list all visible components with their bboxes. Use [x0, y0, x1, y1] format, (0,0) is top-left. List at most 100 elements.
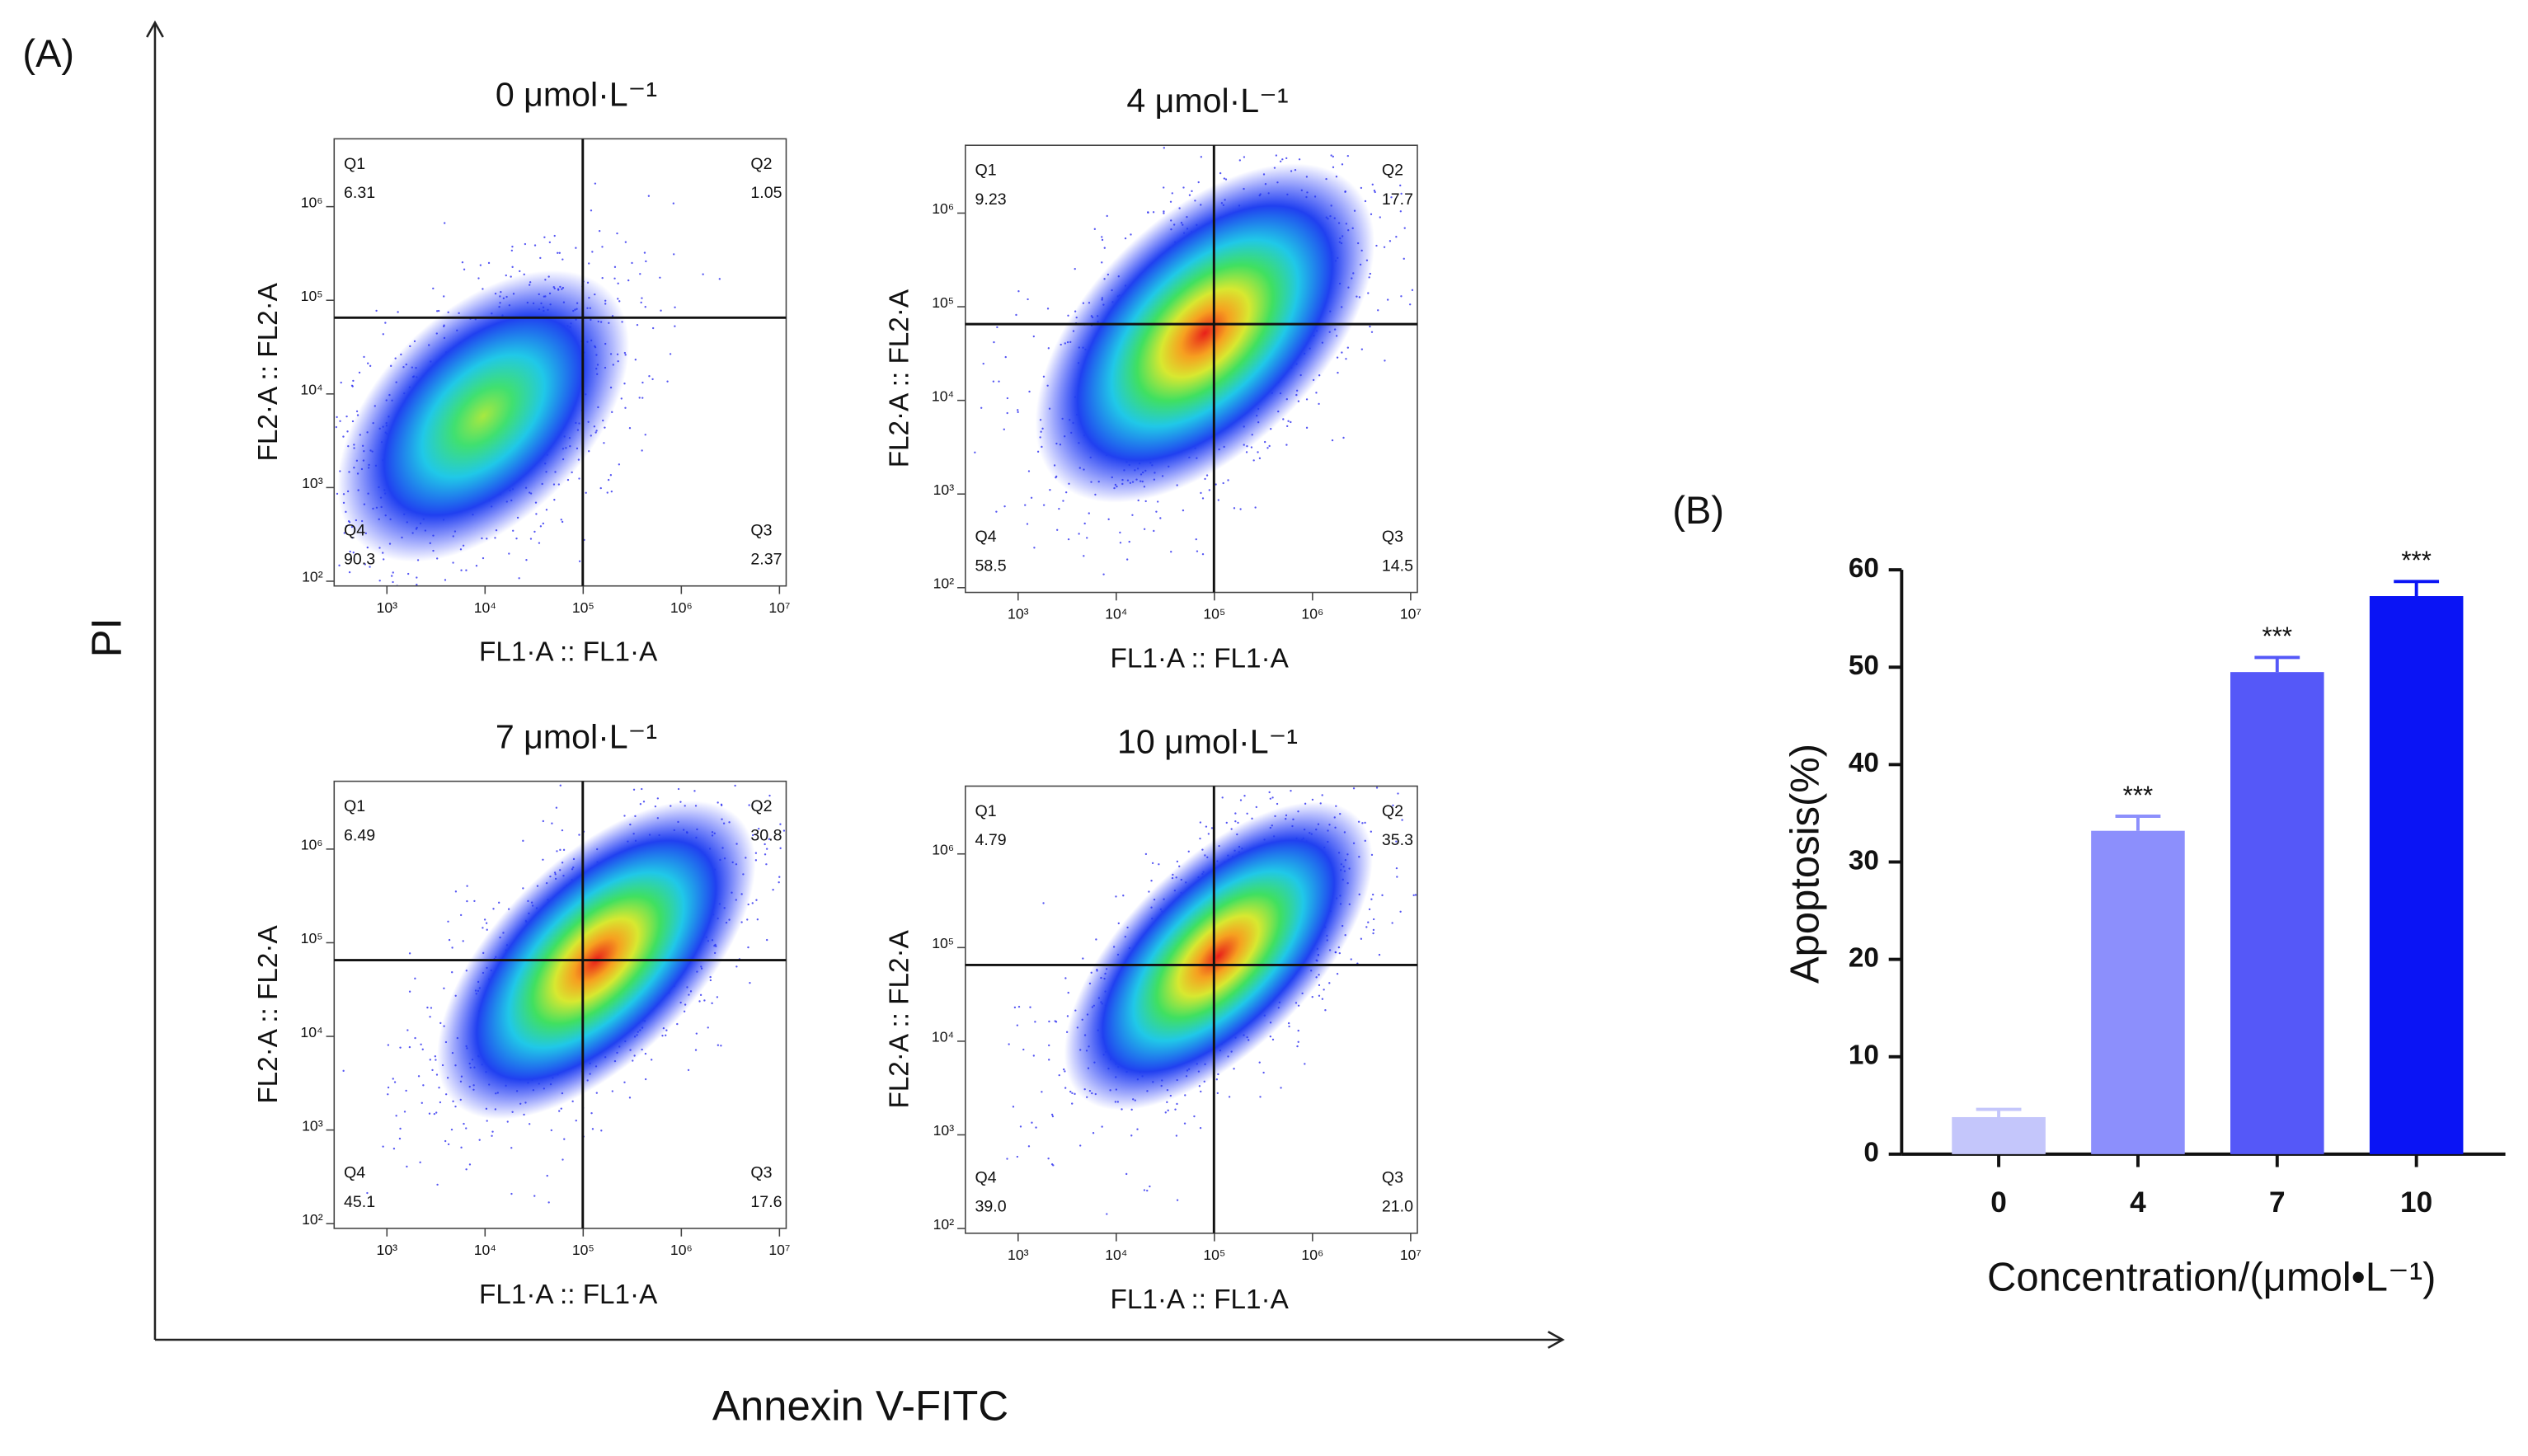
- event-dot: [787, 762, 789, 763]
- x-tick-label: 10³: [377, 1242, 398, 1258]
- event-dot: [438, 1087, 440, 1089]
- event-dot: [590, 209, 593, 212]
- event-dot: [356, 589, 358, 590]
- event-dot: [1375, 787, 1379, 789]
- event-dot: [1389, 240, 1392, 242]
- event-dot: [406, 572, 410, 575]
- event-dot: [656, 797, 660, 800]
- quadrant-value: 39.0: [975, 1198, 1007, 1216]
- event-dot: [768, 838, 771, 840]
- event-dot: [416, 583, 418, 586]
- event-dot: [694, 1049, 698, 1051]
- event-dot: [429, 1059, 431, 1061]
- event-dot: [366, 1191, 369, 1195]
- event-dot: [383, 558, 385, 561]
- event-dot: [329, 513, 331, 514]
- event-dot: [342, 1069, 345, 1073]
- event-dot: [1012, 1106, 1015, 1108]
- event-dot: [1163, 210, 1165, 213]
- event-dot: [1374, 190, 1376, 194]
- event-dot: [634, 359, 637, 361]
- flow-plot: 10³ 10⁴ 10⁵ 10⁶ 10⁷ 10² 10³ 10⁴ 10⁵ 10⁶ 7 μmol·L⁻¹…: [253, 718, 806, 1310]
- event-dot: [1271, 796, 1274, 799]
- event-dot: [444, 222, 446, 224]
- event-dot: [475, 565, 478, 567]
- event-dot: [631, 261, 633, 265]
- y-tick-label: 10⁵: [301, 930, 323, 946]
- event-dot: [289, 1059, 290, 1061]
- event-dot: [746, 918, 749, 921]
- event-dot: [1346, 154, 1349, 157]
- event-dot: [1067, 538, 1070, 541]
- event-dot: [330, 538, 331, 539]
- quadrant-value: 17.7: [1382, 190, 1413, 209]
- quadrant-value: 14.5: [1382, 557, 1413, 575]
- event-dot: [390, 575, 393, 577]
- event-dot: [539, 256, 542, 260]
- event-dot: [491, 1134, 493, 1137]
- quadrant-value: 35.3: [1382, 831, 1413, 849]
- event-dot: [1210, 827, 1214, 829]
- event-dot: [1414, 894, 1417, 896]
- event-dot: [1257, 451, 1259, 453]
- event-dot: [1146, 1189, 1149, 1192]
- event-dot: [624, 406, 627, 409]
- event-dot: [1341, 163, 1344, 166]
- event-dot: [616, 232, 618, 235]
- event-dot: [444, 579, 447, 581]
- x-tick-label: 10: [2400, 1186, 2432, 1219]
- event-dot: [1184, 1094, 1186, 1097]
- event-dot: [1102, 573, 1105, 575]
- event-dot: [672, 202, 674, 204]
- event-dot: [545, 509, 548, 511]
- event-dot: [542, 522, 544, 525]
- event-dot: [1373, 190, 1376, 192]
- event-dot: [1342, 436, 1345, 439]
- event-dot: [640, 301, 642, 304]
- event-dot: [414, 1036, 416, 1040]
- flow-plot: 10³ 10⁴ 10⁵ 10⁶ 10⁷ 10² 10³ 10⁴ 10⁵ 10⁶ 4 μmol·L⁻¹…: [884, 82, 1421, 674]
- x-tick-label: 10³: [1008, 606, 1029, 622]
- event-dot: [392, 571, 394, 574]
- event-dot: [1149, 1185, 1151, 1188]
- event-dot: [1149, 602, 1151, 604]
- event-dot: [512, 529, 515, 532]
- event-dot: [393, 1081, 397, 1083]
- event-dot: [1201, 552, 1205, 556]
- event-dot: [585, 491, 587, 494]
- event-dot: [1064, 491, 1068, 494]
- y-tick-label: 10: [1849, 1040, 1879, 1071]
- event-dot: [643, 251, 646, 254]
- event-dot: [557, 251, 559, 254]
- quadrant-name: Q2: [1382, 802, 1403, 820]
- event-dot: [454, 1105, 457, 1108]
- x-tick-label: 10⁵: [1203, 606, 1225, 622]
- event-dot: [1367, 292, 1370, 294]
- event-dot: [758, 827, 760, 830]
- event-dot: [1200, 491, 1202, 495]
- event-dot: [1258, 1061, 1261, 1064]
- event-dot: [642, 801, 646, 803]
- y-tick-label: 10⁵: [932, 294, 954, 311]
- event-dot: [525, 559, 528, 561]
- event-dot: [561, 829, 564, 832]
- event-dot: [306, 519, 308, 521]
- event-dot: [451, 971, 453, 974]
- event-dot: [1332, 107, 1334, 109]
- event-dot: [392, 1078, 394, 1080]
- plot-frame: [333, 780, 787, 1229]
- x-axis-label: FL1·A :: FL1·A: [479, 1280, 658, 1310]
- event-dot: [1166, 1101, 1168, 1104]
- event-dot: [805, 796, 806, 798]
- event-dot: [1400, 192, 1403, 195]
- event-dot: [996, 326, 999, 329]
- event-dot: [1006, 397, 1009, 400]
- y-axis-label: FL2·A :: FL2·A: [884, 929, 914, 1108]
- quadrant-value: 45.1: [344, 1193, 375, 1211]
- event-dot: [1353, 734, 1355, 735]
- event-dot: [1064, 1070, 1066, 1073]
- y-tick-label: 10²: [302, 1211, 323, 1228]
- event-dot: [617, 298, 619, 300]
- event-dot: [1147, 211, 1149, 214]
- event-dot: [665, 1034, 667, 1036]
